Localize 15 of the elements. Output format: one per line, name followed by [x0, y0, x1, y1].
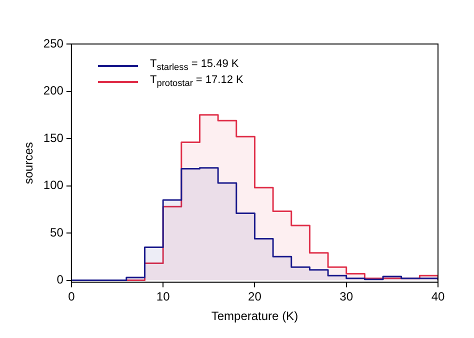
x-tick-label: 10: [156, 290, 170, 304]
x-tick-label: 30: [340, 290, 354, 304]
y-tick-label: 0: [56, 272, 64, 287]
y-tick-label: 250: [43, 36, 64, 50]
y-tick-label: 50: [50, 225, 64, 240]
legend-label: T$_{protostar}$ = 17.12 K: [150, 74, 244, 90]
y-tick-label: 200: [43, 84, 64, 98]
x-axis-title: Temperature (K): [211, 309, 298, 324]
x-tick-label: 20: [248, 290, 262, 304]
y-tick-label: 150: [43, 130, 64, 145]
x-tick-label: 0: [68, 290, 76, 304]
y-axis-title: sources: [22, 142, 36, 184]
y-tick-label: 100: [43, 178, 64, 192]
legend-label: T$_{starless}$ = 15.49 K: [150, 58, 239, 74]
x-tick-label: 40: [431, 290, 445, 304]
